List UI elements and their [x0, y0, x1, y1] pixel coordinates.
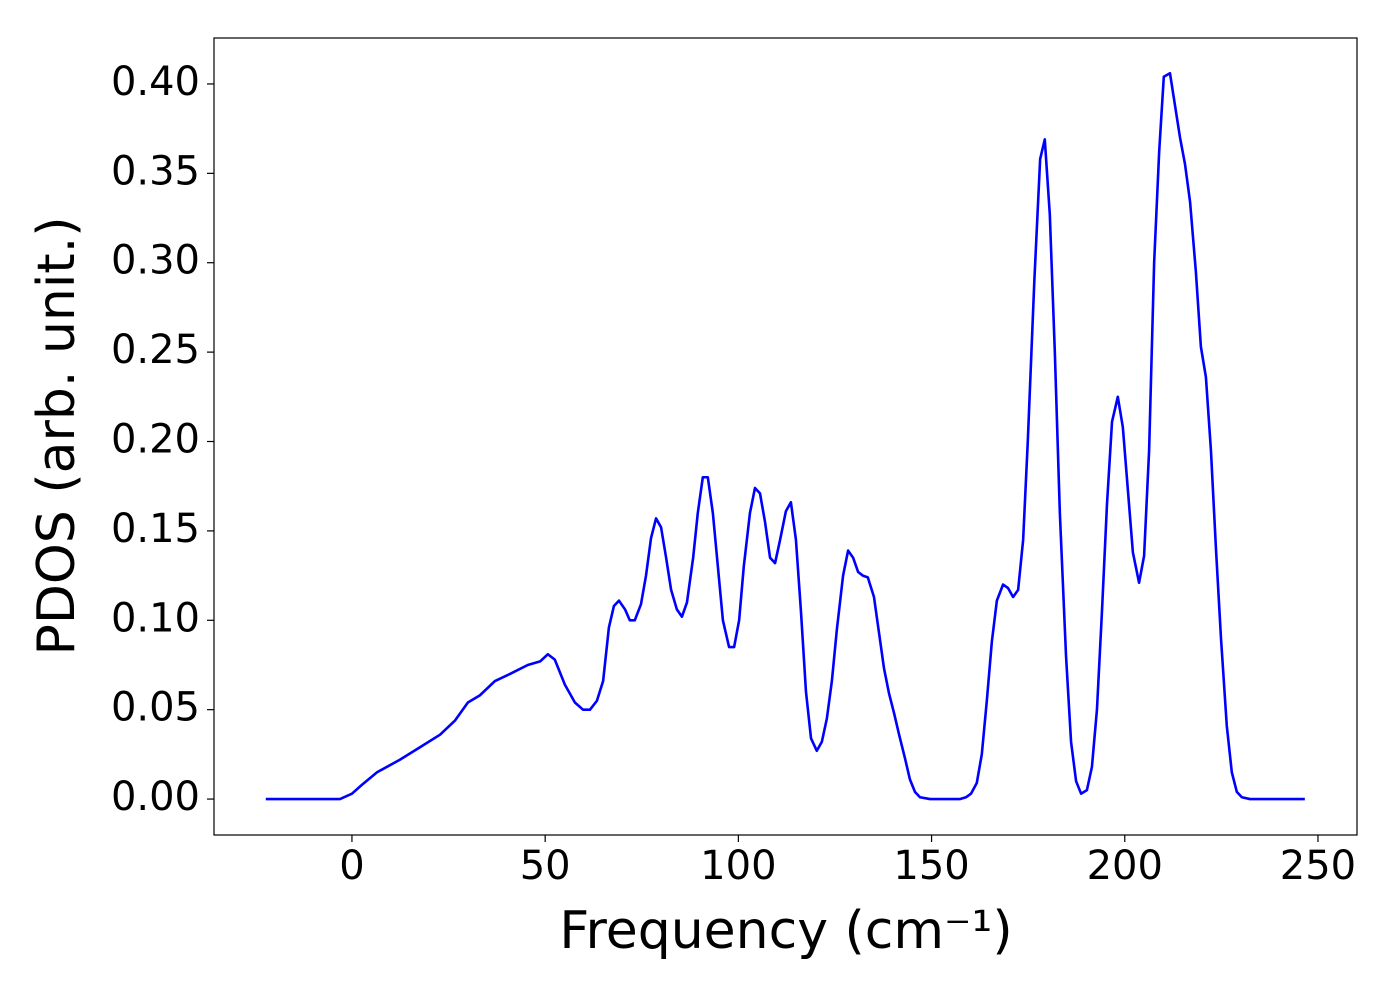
data-line: [265, 71, 1305, 801]
y-tick-label: 0.35: [111, 148, 200, 194]
x-axis-label: Frequency (cm⁻¹): [559, 901, 1012, 961]
y-tick-label: 0.40: [111, 59, 200, 105]
x-tick-label: 0: [339, 843, 364, 889]
y-tick-label: 0.30: [111, 238, 200, 284]
y-tick-label: 0.00: [111, 774, 200, 820]
y-tick-label: 0.05: [111, 685, 200, 731]
x-tick-label: 150: [893, 843, 969, 889]
y-axis-label: PDOS (arb. unit.): [27, 216, 87, 655]
x-tick-label: 100: [700, 843, 776, 889]
x-tick-label: 50: [520, 843, 571, 889]
y-tick-label: 0.20: [111, 417, 200, 463]
y-tick-label: 0.15: [111, 506, 200, 552]
x-tick-label: 200: [1087, 843, 1163, 889]
y-tick-label: 0.25: [111, 327, 200, 373]
x-tick-label: 250: [1280, 843, 1356, 889]
plot-frame: [213, 37, 1358, 836]
y-tick-label: 0.10: [111, 595, 200, 641]
